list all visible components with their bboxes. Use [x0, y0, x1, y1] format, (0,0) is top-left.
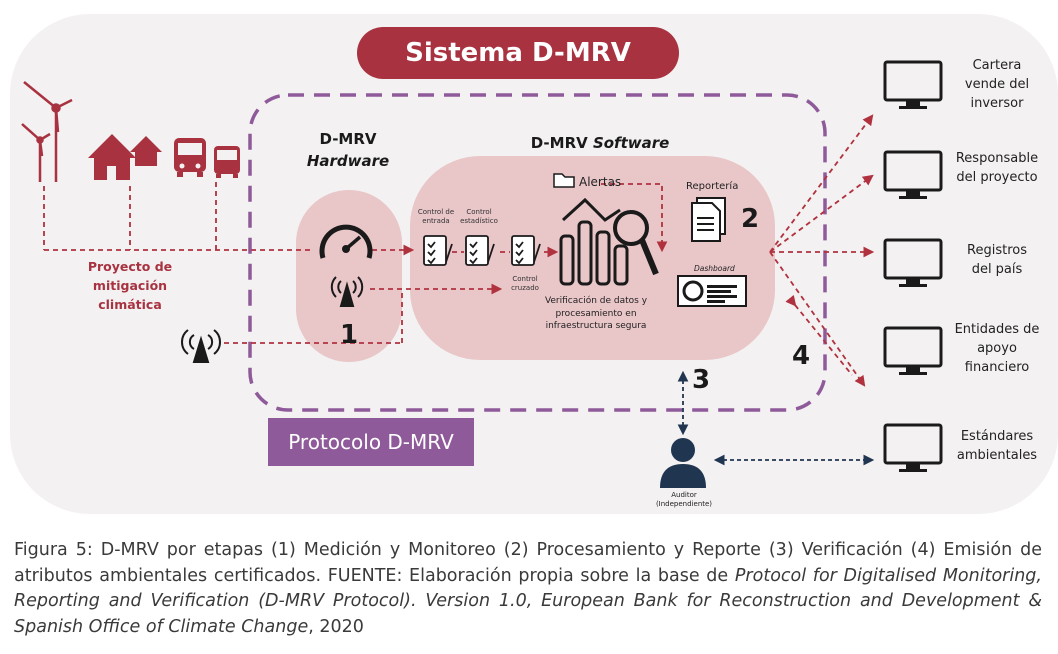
verification-line1: Verificación de datos y	[544, 296, 648, 306]
recipient-line: del proyecto	[956, 170, 1038, 185]
dashboard-icon	[677, 275, 747, 307]
control-estadistico-line1: Control	[466, 208, 492, 216]
control-cruzado-line1: Control	[512, 275, 538, 283]
monitor-icon	[883, 60, 943, 472]
caption-source-title: Protocol for Digitalised Monitoring, Rep…	[14, 565, 1042, 637]
control-cruzado-label: Control cruzado	[502, 275, 548, 293]
control-estadistico-label: Control estadístico	[456, 208, 502, 226]
bus-icon	[174, 138, 240, 178]
recipient-label: Cartera vende del inversor	[942, 56, 1052, 113]
recipient-label: Entidades de apoyo financiero	[942, 320, 1052, 377]
dashboard-label: Dashboard	[694, 264, 735, 273]
recipient-line: Estándares	[960, 429, 1034, 444]
software-label: D-MRV Software	[500, 134, 700, 152]
source-connectors	[43, 114, 875, 387]
project-label-line2: mitigación	[92, 278, 168, 293]
verification-line3: infraestructura segura	[545, 321, 647, 331]
user-icon	[660, 438, 706, 488]
step-number-1: 1	[340, 320, 359, 350]
recipient-label: Registros del país	[942, 241, 1052, 279]
step-number-3: 3	[692, 365, 711, 395]
recipient-label: Estándares ambientales	[942, 427, 1052, 465]
recipient-line: vende del	[964, 77, 1030, 92]
step-number-2: 2	[741, 204, 760, 234]
recipient-line: ambientales	[956, 448, 1038, 463]
recipient-line: Responsable	[955, 151, 1039, 166]
ground-antenna-icon	[181, 329, 221, 363]
recipient-line: financiero	[964, 360, 1030, 375]
control-cruzado-line2: cruzado	[511, 284, 539, 292]
hardware-capsule	[296, 190, 402, 362]
dmrv-diagram	[10, 14, 1058, 514]
alertas-label: Alertas	[579, 175, 622, 189]
recipient-line: inversor	[970, 96, 1024, 111]
step-number-4: 4	[792, 341, 811, 371]
control-entrada-line1: Control de	[417, 208, 455, 216]
gauge-icon	[319, 224, 373, 259]
checklist-icon	[423, 235, 541, 266]
verification-line2: procesamiento en	[555, 308, 637, 319]
control-estadistico-line2: estadístico	[460, 217, 498, 225]
control-entrada-label: Control de entrada	[413, 208, 459, 226]
auditor-line2: (Independiente)	[655, 500, 713, 508]
verification-connectors	[677, 370, 875, 466]
recipient-line: apoyo	[977, 341, 1017, 356]
project-label-line3: climática	[98, 297, 162, 312]
project-label: Proyecto de mitigación climática	[70, 257, 190, 314]
figure-caption: Figura 5: D-MRV por etapas (1) Medición …	[14, 538, 1042, 640]
hardware-label-line1: D-MRV	[319, 130, 377, 148]
hardware-label-line2: Hardware	[306, 152, 390, 170]
recipient-line: del país	[971, 262, 1023, 277]
software-label-suffix: Software	[592, 134, 670, 152]
project-label-line1: Proyecto de	[87, 259, 173, 274]
protocol-label: Protocolo D-MRV	[268, 418, 474, 466]
auditor-label: Auditor (Independiente)	[648, 491, 720, 509]
hardware-label: D-MRV Hardware	[290, 128, 406, 172]
reporteria-label: Reportería	[686, 181, 739, 192]
recipient-label: Responsable del proyecto	[942, 149, 1052, 187]
control-entrada-line2: entrada	[422, 217, 450, 225]
hardware-antenna-icon	[330, 276, 364, 307]
recipient-line: Cartera	[972, 58, 1022, 73]
bar-chart-magnifier-icon	[559, 197, 659, 286]
caption-text: Figura 5: D-MRV por etapas (1) Medición …	[14, 540, 1042, 586]
folder-icon	[553, 173, 575, 188]
auditor-line1: Auditor	[671, 491, 697, 499]
house-icon	[88, 134, 162, 180]
diagram-title: Sistema D-MRV	[357, 27, 679, 79]
verification-label: Verificación de datos y procesamiento en…	[521, 295, 671, 333]
caption-year: , 2020	[308, 616, 364, 637]
recipient-line: Entidades de	[954, 322, 1040, 337]
recipient-line: Registros	[967, 243, 1027, 258]
document-icon	[691, 197, 726, 242]
wind-turbine-icon	[21, 81, 73, 182]
software-label-prefix: D-MRV	[530, 134, 593, 152]
